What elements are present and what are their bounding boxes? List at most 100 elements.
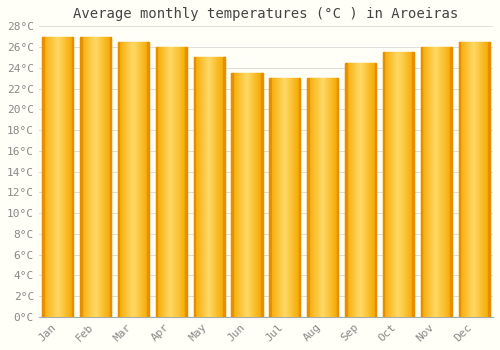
Bar <box>100 37 101 317</box>
Bar <box>369 63 370 317</box>
Bar <box>176 47 178 317</box>
Bar <box>200 57 201 317</box>
Bar <box>310 78 312 317</box>
Title: Average monthly temperatures (°C ) in Aroeiras: Average monthly temperatures (°C ) in Ar… <box>74 7 458 21</box>
Bar <box>370 63 371 317</box>
Bar <box>434 47 436 317</box>
Bar <box>66 37 67 317</box>
Bar <box>72 37 74 317</box>
Bar <box>367 63 368 317</box>
Bar <box>160 47 161 317</box>
Bar <box>394 52 396 317</box>
Bar <box>450 47 451 317</box>
Bar <box>482 42 484 317</box>
Bar <box>101 37 102 317</box>
Bar <box>284 78 285 317</box>
Bar <box>356 63 358 317</box>
Bar <box>243 73 244 317</box>
Bar <box>109 37 110 317</box>
Bar <box>393 52 394 317</box>
Bar <box>387 52 388 317</box>
Bar <box>389 52 390 317</box>
Bar <box>186 47 187 317</box>
Bar <box>294 78 295 317</box>
Bar <box>272 78 274 317</box>
Bar <box>52 37 54 317</box>
Bar <box>261 73 262 317</box>
Bar <box>140 42 142 317</box>
Bar <box>245 73 246 317</box>
Bar <box>68 37 69 317</box>
Bar <box>205 57 206 317</box>
Bar <box>83 37 84 317</box>
Bar <box>469 42 470 317</box>
Bar <box>98 37 100 317</box>
Bar <box>352 63 354 317</box>
Bar <box>348 63 349 317</box>
Bar <box>334 78 335 317</box>
Bar <box>337 78 338 317</box>
Bar <box>421 47 422 317</box>
Bar <box>72 37 74 317</box>
Bar <box>430 47 431 317</box>
Bar <box>167 47 168 317</box>
Bar <box>488 42 490 317</box>
Bar <box>236 73 238 317</box>
Bar <box>270 78 271 317</box>
Bar <box>159 47 160 317</box>
Bar <box>298 78 300 317</box>
Bar <box>314 78 316 317</box>
Bar <box>166 47 167 317</box>
Bar <box>186 47 187 317</box>
Bar <box>436 47 438 317</box>
Bar <box>484 42 486 317</box>
Bar <box>118 42 120 317</box>
Bar <box>411 52 412 317</box>
Bar <box>88 37 90 317</box>
Bar <box>374 63 376 317</box>
Bar <box>280 78 281 317</box>
Bar <box>249 73 250 317</box>
Bar <box>252 73 253 317</box>
Bar <box>105 37 106 317</box>
Bar <box>147 42 148 317</box>
Bar <box>136 42 138 317</box>
Bar <box>400 52 402 317</box>
Bar <box>244 73 245 317</box>
Bar <box>270 78 272 317</box>
Bar <box>471 42 472 317</box>
Bar <box>218 57 220 317</box>
Bar <box>194 57 195 317</box>
Bar <box>329 78 330 317</box>
Bar <box>82 37 83 317</box>
Bar <box>444 47 446 317</box>
Bar <box>118 42 119 317</box>
Bar <box>84 37 86 317</box>
Bar <box>180 47 182 317</box>
Bar <box>214 57 216 317</box>
Bar <box>345 63 346 317</box>
Bar <box>56 37 58 317</box>
Bar <box>448 47 450 317</box>
Bar <box>206 57 207 317</box>
Bar <box>383 52 384 317</box>
Bar <box>199 57 200 317</box>
Bar <box>178 47 180 317</box>
Bar <box>345 63 346 317</box>
Bar <box>368 63 369 317</box>
Bar <box>423 47 424 317</box>
Bar <box>354 63 356 317</box>
Bar <box>433 47 434 317</box>
Bar <box>212 57 214 317</box>
Bar <box>408 52 409 317</box>
Bar <box>119 42 120 317</box>
Bar <box>468 42 469 317</box>
Bar <box>198 57 199 317</box>
Bar <box>440 47 442 317</box>
Bar <box>464 42 465 317</box>
Bar <box>410 52 411 317</box>
Bar <box>62 37 63 317</box>
Bar <box>164 47 165 317</box>
Bar <box>64 37 65 317</box>
Bar <box>123 42 124 317</box>
